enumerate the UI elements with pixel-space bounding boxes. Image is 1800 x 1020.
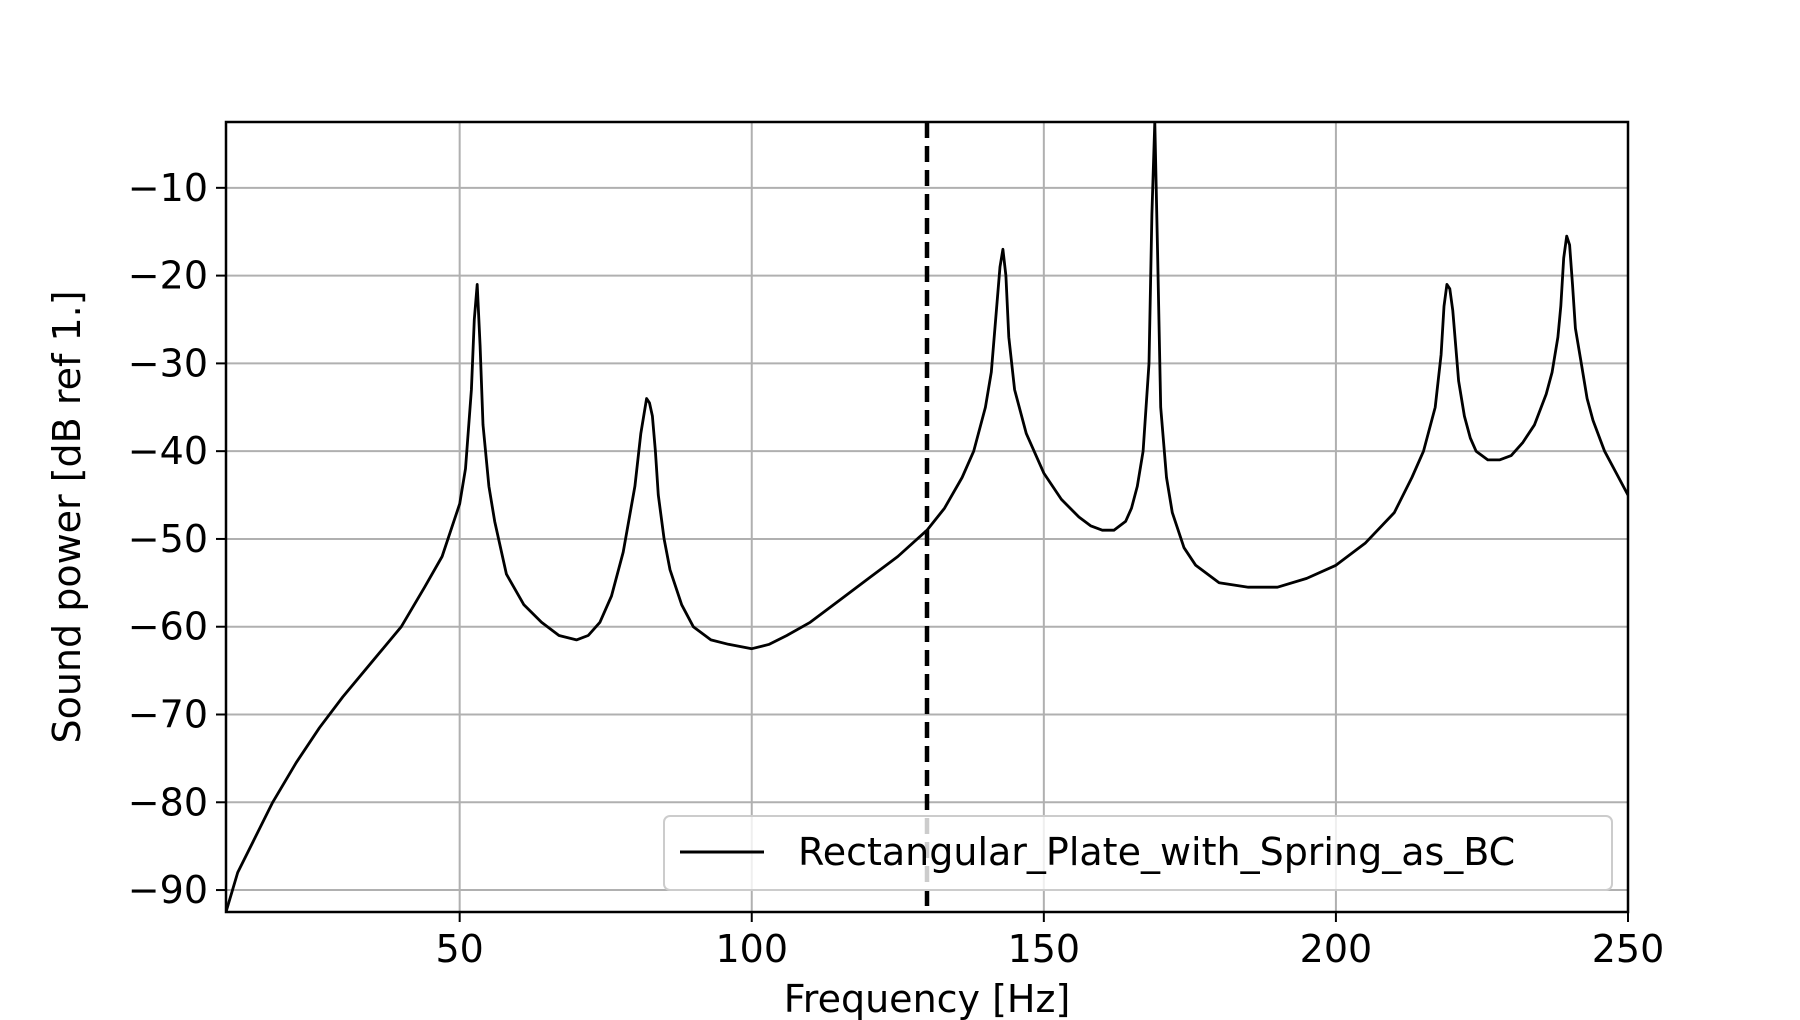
y-tick-label: −80 <box>128 780 208 824</box>
x-tick-label: 100 <box>715 927 788 971</box>
legend-box <box>663 815 1613 891</box>
x-axis-label: Frequency [Hz] <box>784 977 1071 1020</box>
legend: Rectangular_Plate_with_Spring_as_BC <box>663 815 1613 891</box>
legend-label: Rectangular_Plate_with_Spring_as_BC <box>798 830 1515 874</box>
x-tick-label: 200 <box>1300 927 1373 971</box>
series-line <box>226 122 1628 912</box>
y-tick-label: −20 <box>128 254 208 298</box>
y-tick-label: −10 <box>128 166 208 210</box>
x-tick-label: 150 <box>1008 927 1081 971</box>
y-tick-label: −50 <box>128 517 208 561</box>
ticks: 50 100 150 200 250 −10 −20 −30 −40 −50 −60 −70 −80 −9… <box>128 166 1664 971</box>
x-tick-label: 50 <box>435 927 483 971</box>
y-tick-label: −40 <box>128 429 208 473</box>
y-axis-label: Sound power [dB ref 1.] <box>45 290 89 743</box>
y-tick-label: −60 <box>128 605 208 649</box>
y-tick-label: −30 <box>128 341 208 385</box>
plot-frame <box>224 120 1630 914</box>
y-tick-label: −90 <box>128 868 208 912</box>
series-layer <box>226 122 1628 912</box>
y-tick-label: −70 <box>128 693 208 737</box>
x-tick-label: 250 <box>1592 927 1665 971</box>
